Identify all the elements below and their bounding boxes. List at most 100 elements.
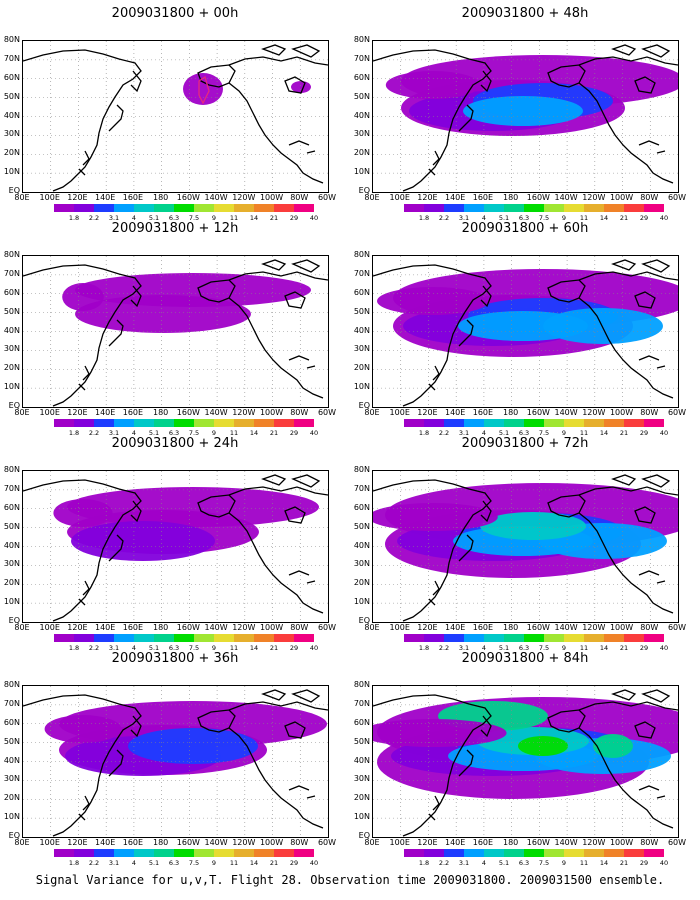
coastline (634, 506, 656, 524)
lat-label: EQ (358, 401, 370, 410)
coastline (578, 271, 678, 281)
lon-label: 160E (472, 838, 494, 847)
colorbar-label: 11 (579, 214, 589, 222)
coastline (578, 486, 678, 496)
colorbar-swatch (234, 849, 254, 857)
coastline (428, 580, 440, 606)
colorbar-swatch (214, 204, 234, 212)
lon-label: 60W (667, 408, 687, 417)
colorbar-label: 14 (249, 429, 259, 437)
lat-label: 30N (3, 344, 20, 354)
lon-label: 160E (472, 408, 494, 417)
colorbar-label: 9 (561, 214, 567, 222)
lat-label: 40N (353, 325, 370, 335)
colorbar-swatch (274, 419, 294, 427)
lat-label: 30N (3, 774, 20, 784)
colorbar-label: 29 (289, 429, 299, 437)
colorbar-swatch (604, 849, 624, 857)
colorbar-label: 5.1 (148, 214, 160, 222)
map-plot (372, 255, 679, 408)
lat-label: 20N (353, 363, 370, 373)
map-panel: 2009031800 + 48h 80N 70N 60N 50N 40N 30N 20N 10N… (350, 0, 700, 222)
colorbar-swatch (54, 849, 74, 857)
colorbar-swatch (464, 849, 484, 857)
map-svg (23, 686, 328, 837)
colorbar-swatch (484, 419, 504, 427)
colorbar-label: 40 (309, 429, 319, 437)
lon-label: 160W (526, 838, 550, 847)
variance-shading (71, 521, 215, 561)
colorbar-label: 29 (289, 644, 299, 652)
colorbar-label: 11 (229, 644, 239, 652)
map-plot (22, 470, 329, 623)
colorbar-swatch (134, 204, 154, 212)
colorbar-swatch (544, 634, 564, 642)
lat-label: 50N (353, 736, 370, 746)
colorbar-label: 4 (131, 214, 137, 222)
lon-label: 160W (176, 408, 200, 417)
lon-label: 160W (526, 623, 550, 632)
coastline (578, 727, 674, 829)
lat-label: 40N (3, 110, 20, 120)
map-panel: 2009031800 + 00h 80N 70N 60N 50N 40N 30N 20N 10N… (0, 0, 350, 222)
lon-label: 60W (317, 193, 337, 202)
lat-label: EQ (8, 616, 20, 625)
lon-label: 120W (582, 623, 606, 632)
variance-shading (44, 715, 122, 743)
colorbar-swatch (254, 849, 274, 857)
lat-label: EQ (8, 831, 20, 840)
map-plot (22, 255, 329, 408)
map-plot (372, 470, 679, 623)
lon-label: 120E (417, 838, 438, 847)
lon-label: 140E (95, 838, 116, 847)
coastline (228, 486, 328, 496)
colorbar-swatch (624, 419, 644, 427)
coastline (611, 689, 671, 703)
colorbar-label: 40 (309, 859, 319, 867)
lat-label: 20N (3, 793, 20, 803)
coastline (228, 701, 328, 711)
lon-label: 120W (232, 408, 256, 417)
colorbar-swatch (74, 204, 94, 212)
lon-label: 100E (389, 623, 410, 632)
lon-label: 180 (152, 408, 169, 417)
colorbar-label: 9 (561, 644, 567, 652)
colorbar-swatch (584, 634, 604, 642)
lon-label: 60W (317, 408, 337, 417)
lat-label: 20N (3, 363, 20, 373)
lon-label: 80E (364, 838, 380, 847)
panel-title: 2009031800 + 24h (111, 436, 239, 451)
map-svg (373, 471, 678, 622)
colorbar-swatch (404, 634, 424, 642)
coastline (108, 749, 124, 777)
colorbar-label: 5.1 (148, 859, 160, 867)
panel-title: 2009031800 + 36h (111, 651, 239, 666)
lat-label: 80N (3, 35, 20, 44)
lat-label: 10N (353, 597, 370, 607)
colorbar-label: 2.2 (88, 214, 100, 222)
lon-label: 120W (582, 408, 606, 417)
figure-caption: Signal Variance for u,v,T. Flight 28. Ob… (35, 873, 665, 887)
colorbar-label: 21 (619, 859, 629, 867)
colorbar-label: 6.3 (518, 214, 530, 222)
colorbar-swatch (404, 849, 424, 857)
map-plot (372, 685, 679, 838)
variance-shading (53, 499, 113, 527)
coastline (23, 49, 142, 192)
lon-label: 120E (67, 623, 88, 632)
colorbar-swatch (624, 634, 644, 642)
colorbar-swatch (174, 849, 194, 857)
lon-label: 140W (204, 623, 228, 632)
colorbar-label: 21 (619, 429, 629, 437)
colorbar-swatch (154, 634, 174, 642)
colorbar-label: 14 (599, 429, 609, 437)
lon-label: 100E (39, 838, 60, 847)
colorbar-swatch (624, 849, 644, 857)
colorbar-label: 1.8 (418, 644, 430, 652)
lon-label: 80W (640, 623, 659, 632)
colorbar-swatch (154, 849, 174, 857)
lon-label: 160W (176, 193, 200, 202)
lat-label: 60N (353, 717, 370, 727)
colorbar-swatch (254, 419, 274, 427)
map-panel: 2009031800 + 12h 80N 70N 60N 50N 40N 30N 20N 10N… (0, 215, 350, 437)
